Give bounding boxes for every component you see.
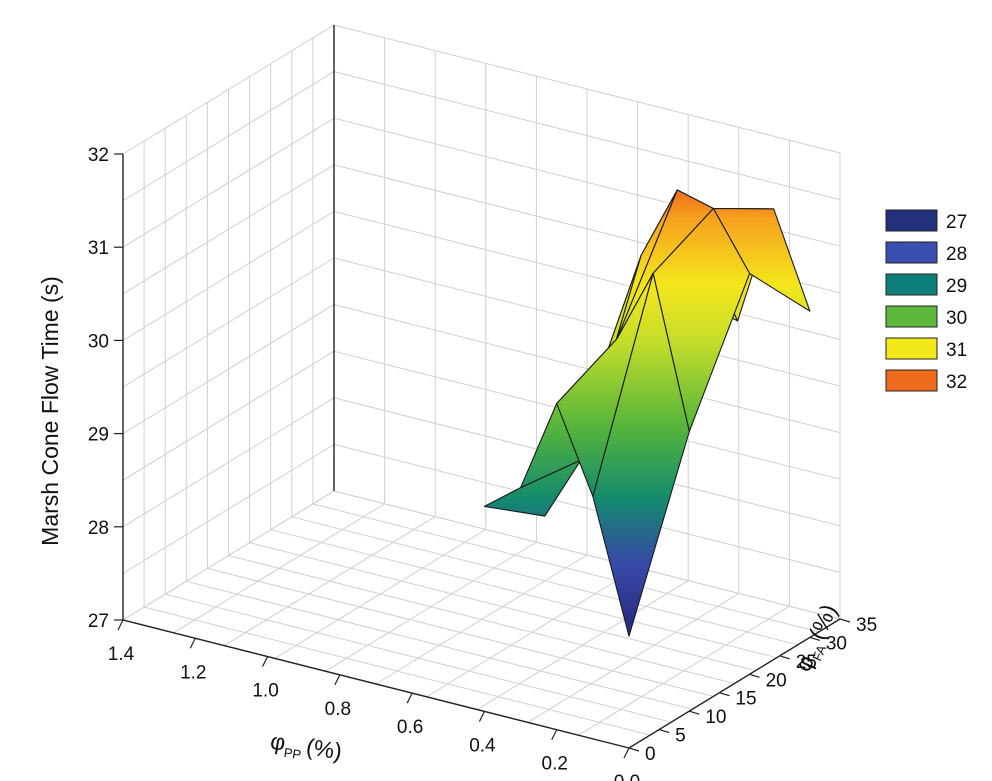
floor-gridline: [476, 580, 689, 711]
x-tick-label: 1.0: [252, 681, 278, 702]
legend-label: 28: [946, 244, 967, 265]
x-tick-label: 0.4: [469, 735, 496, 756]
legend-label: 27: [946, 212, 967, 233]
wall-gridline: [122, 117, 335, 248]
x-axis-title: φPP(%): [268, 728, 344, 769]
wall-gridline: [122, 490, 335, 621]
legend-label: 29: [946, 276, 967, 297]
surface-patch: [592, 272, 690, 637]
svg-text:φPP(%): φPP(%): [268, 728, 344, 769]
y-tick-label: 35: [856, 615, 877, 636]
x-tick-mark: [623, 747, 630, 759]
y-tick-label: 5: [675, 726, 686, 747]
wall-gridline: [122, 397, 335, 528]
legend-swatch: [885, 241, 938, 264]
floor-gridline: [578, 605, 790, 736]
x-tick-mark: [478, 711, 485, 722]
legend-swatch: [885, 369, 938, 392]
y-tick-mark: [628, 747, 640, 752]
z-axis-title: Marsh Cone Flow Time (s): [37, 276, 63, 546]
z-tick-label: 32: [88, 145, 109, 166]
x-tick-mark: [262, 656, 269, 667]
y-tick-mark: [658, 728, 670, 734]
wall-gridline: [333, 304, 841, 434]
floor-gridline: [270, 529, 777, 659]
floor-gridline: [291, 516, 798, 646]
y-tick-label: 20: [766, 670, 787, 691]
wall-gridline: [333, 24, 841, 154]
wall-gridline: [333, 210, 841, 340]
x-tick-mark: [551, 729, 558, 740]
x-axis-title-symbol: φ: [269, 728, 288, 756]
y-tick-mark: [719, 692, 730, 697]
wall-gridline: [122, 71, 335, 202]
x-axis-line: [122, 619, 630, 749]
z-tick-label: 31: [88, 238, 109, 259]
wall-gridline: [122, 350, 335, 481]
legend-label: 32: [946, 372, 967, 393]
x-tick-mark: [117, 619, 124, 631]
wall-gridline: [122, 210, 335, 341]
y-tick-label: 10: [705, 707, 726, 728]
y-tick-mark: [839, 618, 851, 623]
x-tick-label: 1.4: [108, 644, 135, 665]
wall-gridline: [333, 490, 841, 620]
legend-swatch: [885, 337, 938, 360]
y-tick-label: 0: [645, 744, 656, 765]
y-tick-label: 15: [735, 689, 756, 710]
legend-swatch: [885, 305, 938, 328]
y-axis-title-subscript: FA: [809, 642, 829, 663]
y-tick-mark: [779, 655, 790, 660]
wall-gridline: [122, 304, 335, 435]
tick-labels: 27 28 29 30 31 32 1.4 1.2 1.0 0.8 0.6 0.4 0.2 0.0 05 10…: [88, 145, 877, 781]
x-tick-mark: [189, 638, 196, 649]
wall-gridline: [333, 71, 841, 201]
y-axis-line: [628, 618, 841, 749]
floor-gridline: [228, 555, 735, 684]
floor-gridline: [249, 542, 756, 672]
wall-gridline: [122, 443, 335, 574]
legend-label: 31: [946, 340, 967, 361]
z-tick-label: 27: [88, 611, 109, 632]
z-tick-label: 28: [88, 518, 109, 539]
floor-gridline: [527, 592, 740, 723]
y-tick-mark: [749, 673, 760, 678]
x-tick-label: 1.2: [180, 662, 206, 683]
y-tick-mark: [689, 710, 700, 715]
floor-gridline: [426, 567, 638, 698]
wall-gridline: [122, 24, 335, 155]
axes-box: [122, 24, 841, 749]
wall-gridline: [122, 164, 335, 295]
z-tick-label: 29: [88, 425, 109, 446]
x-tick-mark: [334, 674, 341, 686]
y-tick-mark: [809, 636, 821, 642]
x-axis-title-subscript: PP: [283, 745, 302, 763]
y-tick-label: 25: [796, 652, 817, 673]
x-tick-mark: [406, 692, 413, 704]
y-tick-label: 30: [826, 633, 847, 654]
wall-gridline: [333, 257, 841, 387]
legend-swatch: [885, 209, 938, 232]
wall-gridline: [122, 257, 335, 388]
x-axis-title-unit: (%): [304, 733, 343, 764]
wall-gridline: [333, 443, 841, 573]
legend-label: 30: [946, 308, 967, 329]
legend-swatch: [885, 273, 938, 296]
x-tick-label: 0.0: [614, 772, 640, 781]
legend: 27 28 29 30 31 32: [885, 209, 967, 393]
x-tick-label: 0.2: [542, 754, 568, 775]
floor-gridline: [312, 503, 820, 633]
surface-plot: [483, 189, 811, 637]
x-tick-label: 0.6: [397, 717, 423, 738]
z-tick-label: 30: [88, 331, 109, 352]
x-tick-label: 0.8: [325, 699, 351, 720]
